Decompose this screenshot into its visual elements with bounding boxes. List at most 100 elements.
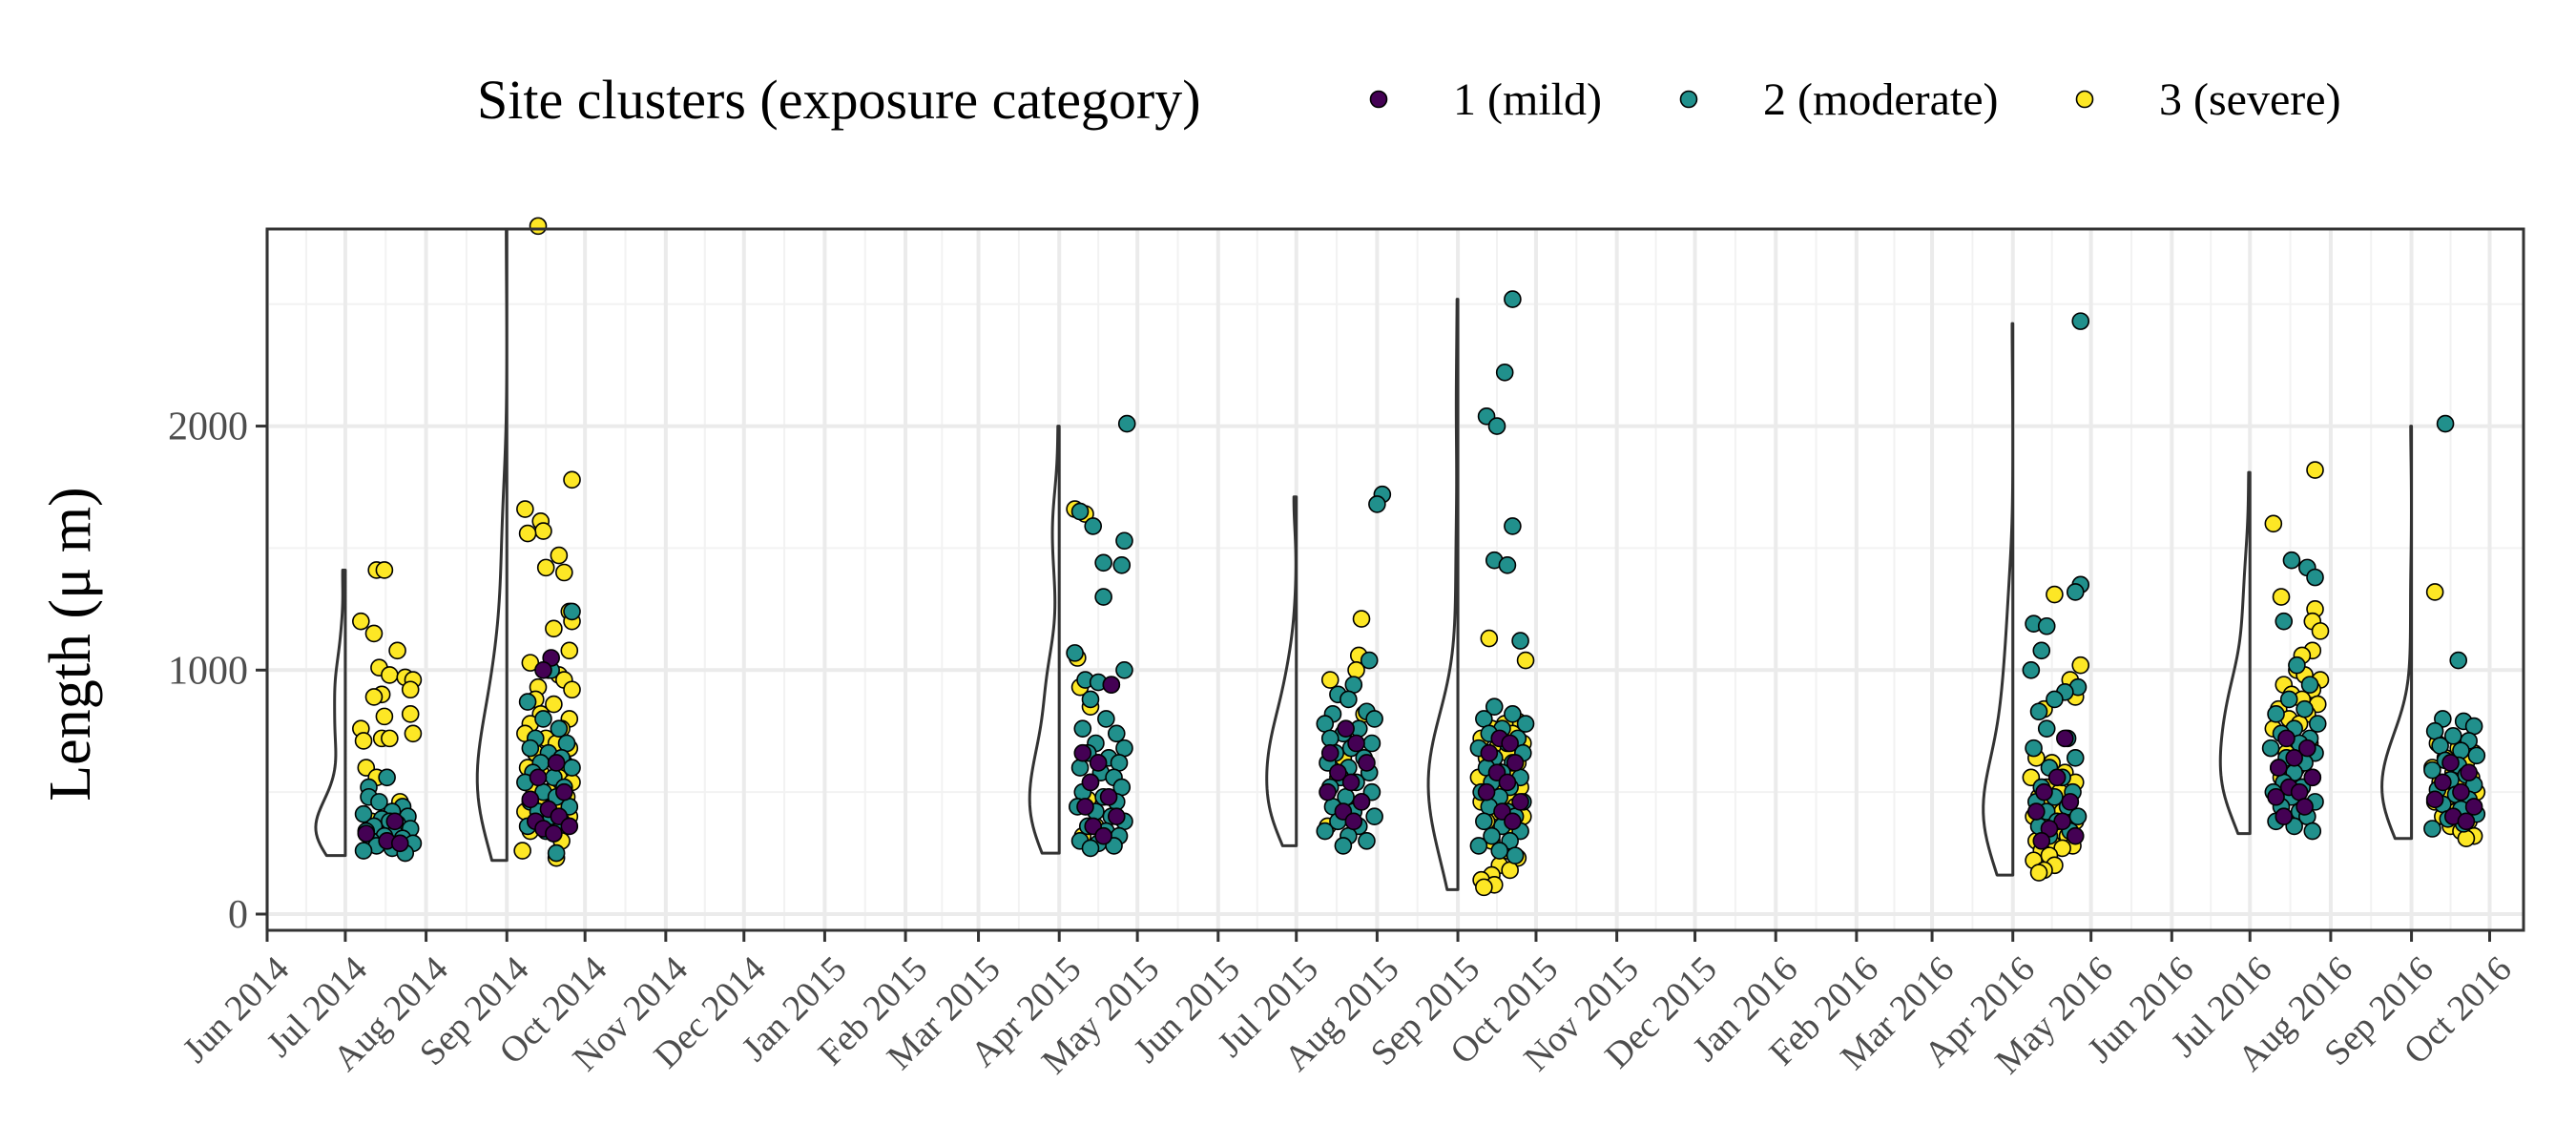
data-point-cluster-2 (1073, 719, 1092, 738)
data-point-cluster-2 (1362, 734, 1381, 753)
data-point-cluster-2 (2029, 702, 2048, 721)
data-point-cluster-1 (2298, 739, 2316, 758)
data-point-cluster-2 (1487, 417, 1506, 435)
data-point-cluster-1 (2047, 768, 2067, 787)
data-point-cluster-3 (2425, 583, 2444, 601)
violin-2015-09-01 (1426, 298, 1460, 891)
data-point-cluster-2 (1334, 837, 1353, 855)
data-point-cluster-1 (1102, 676, 1121, 694)
data-point-cluster-2 (2046, 690, 2064, 709)
data-point-cluster-1 (1329, 763, 1347, 781)
data-point-cluster-2 (2449, 651, 2468, 670)
data-point-cluster-1 (1107, 807, 1126, 826)
violin-2016-09-01 (2380, 425, 2414, 841)
data-point-cluster-3 (1320, 671, 1340, 689)
data-point-cluster-1 (2425, 790, 2444, 809)
data-point-cluster-1 (1358, 754, 1376, 772)
data-point-cluster-2 (557, 734, 576, 753)
data-point-cluster-1 (521, 790, 540, 809)
data-point-cluster-2 (2261, 739, 2280, 758)
data-point-cluster-2 (1368, 495, 1386, 513)
data-point-cluster-2 (563, 602, 581, 621)
y-tick-label: 1000 (168, 649, 248, 693)
data-point-cluster-1 (2061, 793, 2080, 811)
data-point-cluster-2 (1097, 710, 1115, 728)
data-point-cluster-2 (1110, 754, 1129, 772)
data-point-cluster-2 (1094, 588, 1112, 606)
data-point-cluster-2 (534, 710, 552, 728)
data-point-cluster-3 (1352, 610, 1371, 628)
data-point-cluster-2 (1365, 710, 1383, 728)
data-point-cluster-1 (1081, 773, 1100, 792)
data-point-cluster-1 (2032, 831, 2051, 850)
data-point-cluster-2 (1358, 831, 1376, 850)
data-point-cluster-1 (2452, 782, 2470, 802)
data-point-cluster-2 (1365, 807, 1383, 826)
data-point-cluster-2 (2032, 641, 2051, 660)
data-point-cluster-1 (1344, 812, 1363, 831)
data-point-cluster-1 (1089, 754, 1108, 772)
data-point-cluster-3 (2272, 588, 2291, 606)
data-point-cluster-1 (2434, 773, 2452, 792)
data-point-cluster-2 (1506, 846, 1525, 864)
legend-title: Site clusters (exposure category) (477, 69, 1201, 131)
legend-key (1679, 90, 1698, 109)
y-tick-label: 0 (228, 893, 248, 937)
data-point-cluster-3 (563, 470, 581, 489)
data-point-cluster-2 (2425, 721, 2444, 740)
data-point-cluster-1 (555, 782, 573, 802)
data-point-cluster-1 (2277, 729, 2296, 748)
data-point-cluster-2 (1081, 690, 1100, 709)
data-point-cluster-1 (1501, 734, 1519, 753)
legend-key (1369, 90, 1388, 109)
data-point-cluster-2 (1066, 644, 1084, 662)
data-point-cluster-2 (2423, 760, 2441, 780)
data-point-cluster-1 (2290, 782, 2309, 802)
data-point-cluster-2 (1112, 556, 1132, 574)
data-point-cluster-2 (1483, 826, 1501, 845)
data-point-cluster-2 (563, 759, 581, 777)
data-point-cluster-1 (534, 660, 552, 679)
data-point-cluster-2 (2303, 822, 2322, 841)
data-point-cluster-2 (1490, 842, 1509, 860)
data-point-cluster-1 (357, 824, 376, 843)
data-point-cluster-1 (2441, 754, 2460, 772)
data-point-cluster-1 (2027, 802, 2046, 821)
data-point-cluster-3 (364, 624, 384, 643)
data-point-cluster-1 (2460, 763, 2478, 781)
data-point-cluster-3 (545, 695, 563, 714)
data-point-cluster-1 (385, 812, 405, 831)
data-point-cluster-2 (1081, 839, 1100, 858)
data-point-cluster-3 (381, 729, 399, 748)
data-point-cluster-1 (2464, 798, 2483, 816)
data-point-cluster-3 (513, 842, 531, 860)
data-point-cluster-1 (1347, 734, 1365, 753)
data-point-cluster-2 (1516, 715, 1535, 733)
data-point-cluster-2 (2467, 746, 2486, 765)
violins (314, 229, 2414, 891)
data-point-cluster-3 (550, 546, 569, 565)
data-point-cluster-2 (2022, 660, 2041, 679)
data-point-cluster-2 (1485, 697, 1504, 716)
data-point-cluster-1 (2457, 812, 2476, 831)
data-point-cluster-2 (2037, 616, 2056, 635)
data-point-cluster-2 (354, 842, 373, 860)
data-point-cluster-1 (545, 824, 563, 843)
data-point-cluster-2 (1084, 517, 1103, 535)
data-point-cluster-2 (1316, 715, 1335, 733)
data-point-cluster-2 (2066, 749, 2085, 767)
data-point-cluster-2 (547, 843, 566, 863)
data-point-cluster-2 (1475, 812, 1493, 831)
data-point-cluster-3 (375, 561, 394, 579)
data-point-cluster-3 (381, 666, 399, 684)
data-point-cluster-1 (1076, 798, 1094, 816)
data-point-cluster-3 (354, 732, 373, 750)
data-point-cluster-3 (2457, 829, 2476, 848)
data-point-cluster-1 (547, 754, 566, 772)
data-point-cluster-2 (1094, 553, 1112, 572)
data-point-cluster-2 (1340, 690, 1358, 709)
data-point-cluster-2 (370, 793, 388, 811)
data-point-cluster-2 (1070, 502, 1090, 521)
data-point-cluster-1 (2296, 798, 2314, 816)
